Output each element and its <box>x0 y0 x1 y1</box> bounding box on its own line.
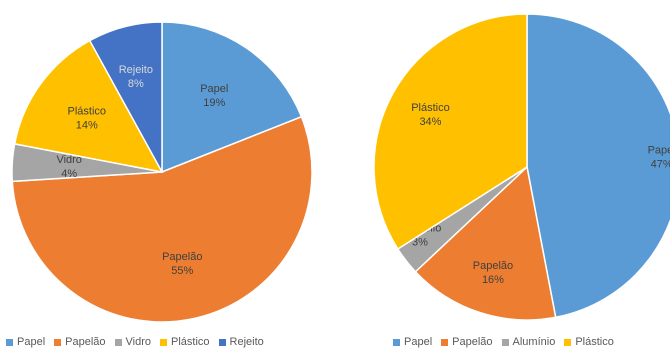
data-label-plastico-percent: 14% <box>76 119 98 131</box>
legend-item-papelao: Papelão <box>441 336 493 348</box>
legend-swatch <box>6 338 13 346</box>
legend-item-plastico: Plástico <box>564 336 614 348</box>
pie-slice-papel <box>161 21 303 174</box>
legend-label: Vidro <box>125 336 151 348</box>
pie-slice-papel <box>526 13 670 319</box>
pie-slice-plastico <box>13 39 164 174</box>
legend-label: Plástico <box>171 336 210 348</box>
pie-slice-plastico <box>373 13 528 251</box>
legend-label: Alumínio <box>512 336 556 348</box>
data-label-papel-percent: 19% <box>203 97 225 109</box>
data-label-papel-name: Papel <box>648 145 670 157</box>
pie-chart-1: Papel 19% Papelão 55% Vidro 4% Plástico 14% Reje… <box>11 21 313 323</box>
legend-label: Rejeito <box>229 336 264 348</box>
data-label-papelao-percent: 55% <box>171 265 193 277</box>
legend-swatch <box>114 338 122 346</box>
data-label-aluminio-percent: 3% <box>412 237 428 249</box>
legend-swatch <box>54 338 62 346</box>
legend-item-rejeito: Rejeito <box>218 336 264 348</box>
pie-slice-papelao <box>414 165 557 321</box>
legend-label: Papel <box>404 336 433 348</box>
legend-item-papelao: Papelão <box>54 336 106 348</box>
data-label-vidro-percent: 4% <box>61 168 77 180</box>
pie-slice-rejeito <box>88 21 163 173</box>
data-label-papel-name: Papel <box>200 83 228 95</box>
chart-2-legend: Papel Papelão Alumínio Plástico <box>393 335 623 349</box>
legend-label: Papelão <box>65 336 106 348</box>
data-label-papel-percent: 47% <box>651 159 670 171</box>
legend-item-plastico: Plástico <box>160 336 210 348</box>
legend-swatch <box>564 338 572 346</box>
chart-1-legend: Papel Papelão Vidro Plástico Rejeito <box>6 335 273 349</box>
data-label-plastico-name: Plástico <box>67 105 106 117</box>
legend-label: Papel <box>17 336 46 348</box>
data-label-papelao-name: Papelão <box>162 251 202 263</box>
legend-item-aluminio: Alumínio <box>501 336 556 348</box>
legend-swatch <box>441 338 449 346</box>
legend-swatch <box>393 338 400 346</box>
legend-swatch <box>160 338 167 346</box>
data-label-rejeito-name: Rejeito <box>119 64 153 76</box>
data-label-rejeito-percent: 8% <box>128 78 144 90</box>
legend-label: Papelão <box>452 336 493 348</box>
legend-item-papel: Papel <box>393 336 432 348</box>
data-label-papelao-name: Papelão <box>473 260 513 272</box>
legend-label: Plástico <box>575 336 614 348</box>
data-label-plastico-name: Plástico <box>411 102 450 114</box>
legend-swatch <box>218 338 226 346</box>
data-label-vidro-name: Vidro <box>56 154 81 166</box>
legend-item-papel: Papel <box>6 336 45 348</box>
data-label-plastico-percent: 34% <box>419 116 441 128</box>
pie-slice-papelao <box>11 115 313 323</box>
legend-swatch <box>501 338 509 346</box>
data-label-papelao-percent: 16% <box>482 274 504 286</box>
legend-item-vidro: Vidro <box>114 336 151 348</box>
